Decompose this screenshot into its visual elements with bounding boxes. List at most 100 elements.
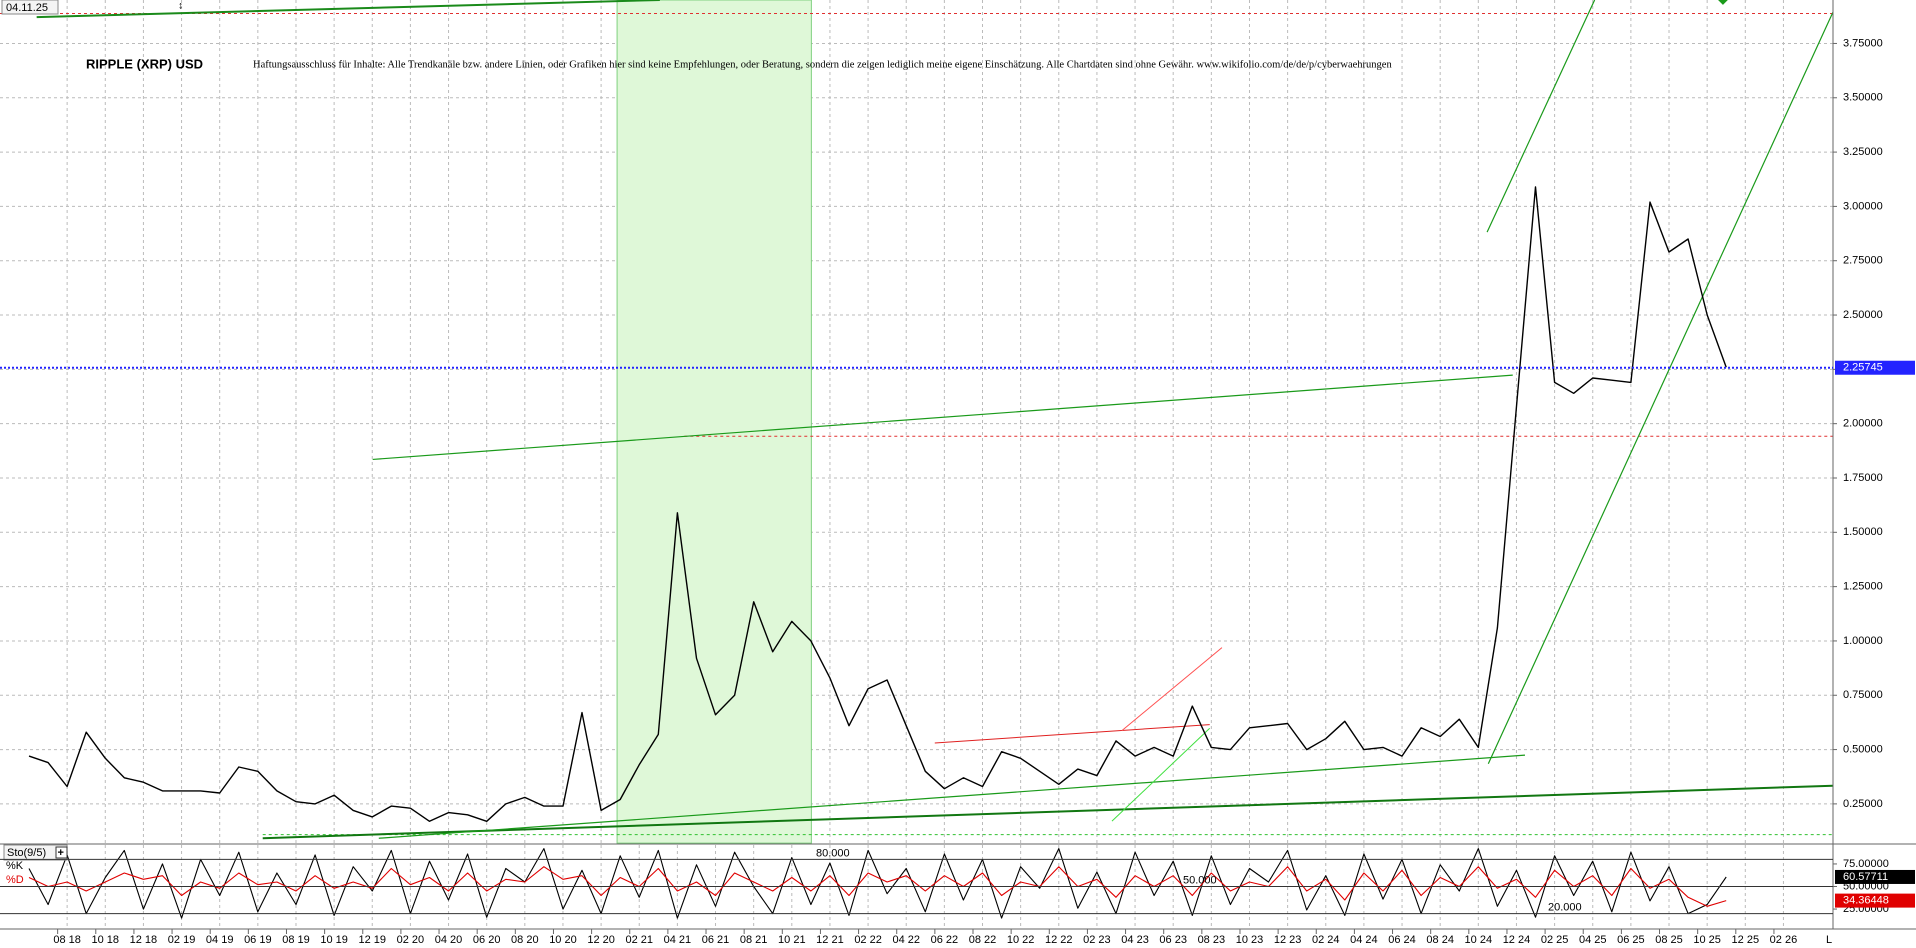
trend-line — [1488, 12, 1833, 763]
x-tick-label: 06 22 — [931, 934, 959, 946]
add-button[interactable] — [55, 846, 68, 859]
x-tick-label: 12 22 — [1045, 934, 1073, 946]
trend-line — [37, 0, 660, 17]
x-tick-label: 04 19 — [206, 934, 234, 946]
y-tick-label: 2.75000 — [1843, 255, 1883, 267]
x-tick-label: 08 20 — [511, 934, 539, 946]
last-value-box — [1835, 893, 1915, 908]
y-tick-label: 1.50000 — [1843, 526, 1883, 538]
x-tick-label: 02 20 — [397, 934, 425, 946]
y-tick-label: 1.75000 — [1843, 472, 1883, 484]
x-tick-label: 04 20 — [435, 934, 463, 946]
x-tick-label: 04 24 — [1350, 934, 1378, 946]
last-price-box — [1835, 360, 1915, 375]
x-tick-label: 10 23 — [1236, 934, 1264, 946]
date-box — [1, 0, 59, 15]
x-tick-label: 06 19 — [244, 934, 272, 946]
level-label: 20.000 — [1548, 901, 1582, 913]
disclaimer: Haftungsausschluss für Inhalte: Alle Tre… — [253, 59, 1392, 70]
x-tick-label: 06 25 — [1617, 934, 1645, 946]
marker — [1718, 0, 1728, 5]
legend-label: %D — [6, 874, 24, 886]
x-tick-label: 12 24 — [1503, 934, 1531, 946]
x-tick-label: 10 20 — [549, 934, 577, 946]
x-tick-label: 12 25 — [1732, 934, 1760, 946]
x-tick-label: 12 19 — [358, 934, 386, 946]
x-tick-label: 10 25 — [1693, 934, 1721, 946]
x-tick-label: 02 19 — [168, 934, 196, 946]
trend-line — [1487, 0, 1595, 232]
x-tick-label: 06 24 — [1388, 934, 1416, 946]
x-tick-label: 10 21 — [778, 934, 806, 946]
y-tick-label: 1.00000 — [1843, 635, 1883, 647]
y-tick-label: 0.25000 — [1843, 798, 1883, 810]
data-layer — [28, 186, 1727, 919]
level-label: 50.000 — [1183, 874, 1217, 886]
add-icon[interactable]: + — [58, 847, 64, 859]
icon: ↕ — [178, 1, 183, 12]
x-tick-label: 04 22 — [892, 934, 920, 946]
x-tick-label: 10 24 — [1465, 934, 1493, 946]
x-tick-label: 04 25 — [1579, 934, 1607, 946]
y-tick-label: 2.00000 — [1843, 418, 1883, 430]
x-tick-label: 04 23 — [1121, 934, 1149, 946]
date-label: 04.11.25 — [6, 2, 48, 14]
chart-title: RIPPLE (XRP) USD — [86, 56, 203, 71]
indicator-title: Sto(9/5) — [7, 847, 46, 859]
x-tick-label: 06 23 — [1159, 934, 1187, 946]
y-tick-label: 1.25000 — [1843, 581, 1883, 593]
x-tick-label: 10 19 — [320, 934, 348, 946]
y-tick-label: 3.00000 — [1843, 200, 1883, 212]
last-value-label: 60.57711 — [1843, 871, 1888, 883]
x-tick-label: 02 26 — [1770, 934, 1798, 946]
x-tick-label: 10 18 — [92, 934, 120, 946]
x-tick-label: 06 20 — [473, 934, 501, 946]
y-tick-label: 3.25000 — [1843, 146, 1883, 158]
x-tick-label: 02 21 — [625, 934, 653, 946]
y-tick-label: 0.50000 — [1843, 743, 1883, 755]
last-value-box — [1835, 869, 1915, 884]
trend-line — [1122, 648, 1222, 731]
legend-label: %K — [6, 860, 24, 872]
y-tick-label: 75.00000 — [1843, 858, 1889, 870]
x-tick-label: 04 21 — [664, 934, 692, 946]
x-tick-label: 12 20 — [587, 934, 615, 946]
price-line — [28, 186, 1727, 822]
x-tick-label: 02 24 — [1312, 934, 1340, 946]
trend-line — [379, 755, 1525, 838]
x-tick-label: 08 22 — [969, 934, 997, 946]
corner-label: L — [1826, 934, 1832, 946]
x-tick-label: 08 24 — [1426, 934, 1454, 946]
x-tick-label: 08 19 — [282, 934, 310, 946]
last-value-label: 34.36448 — [1843, 895, 1889, 907]
x-tick-label: 02 25 — [1541, 934, 1569, 946]
x-tick-label: 08 23 — [1198, 934, 1226, 946]
highlight-zone — [617, 0, 811, 843]
trend-line — [373, 375, 1513, 459]
y-tick-label: 2.50000 — [1843, 309, 1883, 321]
x-tick-label: 12 18 — [130, 934, 158, 946]
x-tick-label: 12 21 — [816, 934, 844, 946]
stochastic-line — [28, 848, 1727, 919]
x-tick-label: 08 21 — [740, 934, 768, 946]
y-tick-label: 3.75000 — [1843, 37, 1883, 49]
x-tick-label: 12 23 — [1274, 934, 1302, 946]
x-tick-label: 02 23 — [1083, 934, 1111, 946]
x-tick-label: 02 22 — [854, 934, 882, 946]
trend-line — [935, 725, 1210, 743]
drawings — [0, 0, 1833, 843]
x-tick-label: 06 21 — [702, 934, 730, 946]
x-tick-label: 10 22 — [1007, 934, 1035, 946]
trend-line — [1112, 728, 1210, 821]
level-label: 80.000 — [816, 847, 850, 859]
trend-line — [263, 786, 1833, 839]
stochastic-line — [28, 866, 1727, 907]
y-tick-label: 3.50000 — [1843, 92, 1883, 104]
y-tick-label: 0.75000 — [1843, 689, 1883, 701]
x-tick-label: 08 18 — [53, 934, 81, 946]
last-price-label: 2.25745 — [1843, 362, 1883, 374]
x-tick-label: 08 25 — [1655, 934, 1683, 946]
